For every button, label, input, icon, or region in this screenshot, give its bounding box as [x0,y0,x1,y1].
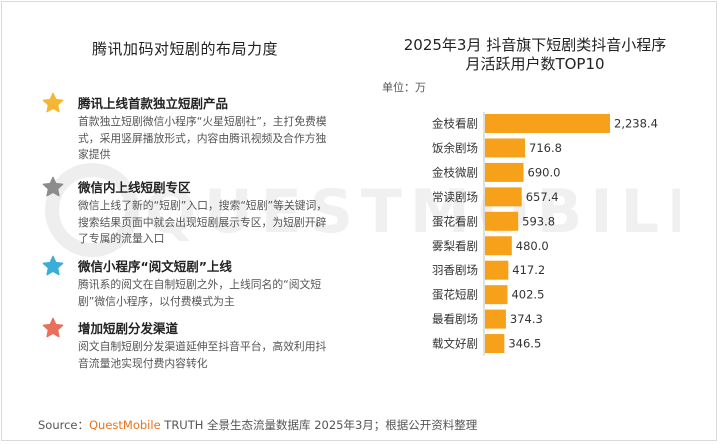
description-line: 剧”微信小程序，以付费模式为主 [78,294,235,308]
highlight-description: 腾讯系的阅文在自制短剧之外，上线同名的“阅文短 剧”微信小程序，以付费模式为主 [78,277,340,310]
value-label: 346.5 [508,337,541,351]
category-label: 金枝微剧 [432,165,478,179]
highlight-heading: 腾讯上线首款独立短剧产品 [78,96,229,111]
category-label: 蛋花短剧 [432,288,478,302]
source-suffix: TRUTH 全景生态流量数据库 2025年3月；根据公开资料整理 [160,418,478,432]
bar [485,309,506,329]
highlight-heading: 微信内上线短剧专区 [78,180,191,195]
highlight-description: 阅文自制短剧分发渠道延伸至抖音平台，高效利用抖 音流量池实现付费内容转化 [78,339,340,372]
category-label: 最看剧场 [432,312,478,326]
chart-title-line-1: 2025年3月 抖音旗下短剧类抖音小程序 [403,36,667,54]
highlight-description: 微信上线了新的“短剧”入口，搜索“短剧”等关键词， 搜索结果页面中就会出现短剧展示… [78,198,340,248]
value-label: 716.8 [529,141,562,155]
highlight-heading: 微信小程序“阅文短剧”上线 [78,259,232,274]
category-label: 载文好剧 [432,337,478,351]
highlight-description: 首款独立短剧微信小程序“火星短剧社”，主打免费模 式，采用竖屏播放形式，内容由腾讯… [78,114,340,164]
value-label: 657.4 [526,190,559,204]
description-line: 微信上线了新的“短剧”入口，搜索“短剧”等关键词， [78,199,328,212]
bar [485,334,505,354]
bar [485,114,610,133]
value-label: 374.3 [510,312,543,326]
bar [485,211,519,231]
description-line: 搜索结果页面中就会出现短剧展示专区，为短剧开辟 [78,215,327,229]
bar [485,162,524,182]
description-line: 家提供 [78,148,111,161]
category-label: 常读剧场 [432,190,478,204]
value-label: 402.5 [511,288,544,302]
value-label: 593.8 [522,214,555,228]
source-brand: QuestMobile [89,418,161,432]
chart-title: 2025年3月 抖音旗下短剧类抖音小程序 月活跃用户数TOP10 [385,36,685,74]
description-line: 腾讯系的阅文在自制短剧之外，上线同名的“阅文短 [78,278,322,291]
unit-label: 单位：万 [382,81,426,94]
description-line: 了专属的流量入口 [78,232,165,245]
description-line: 阅文自制短剧分发渠道延伸至抖音平台，高效利用抖 [78,340,327,353]
bar [485,138,526,158]
star-icon [42,92,64,113]
category-label: 金枝看剧 [432,117,478,131]
value-label: 417.2 [512,263,545,277]
bar [485,260,509,280]
bar [485,285,508,305]
star-icon [42,255,64,276]
source-prefix: Source： [38,418,89,432]
bar [485,236,512,256]
category-label: 蛋花看剧 [432,214,478,228]
star-icon [42,176,64,197]
bar [485,187,522,207]
description-line: 首款独立短剧微信小程序“火星短剧社”，主打免费模 [78,115,327,128]
value-label: 480.0 [516,239,549,253]
category-label: 雾梨看剧 [432,239,478,253]
description-line: 式，采用竖屏播放形式，内容由腾讯视频及合作方独 [78,131,327,145]
value-label: 2,238.4 [614,117,658,131]
value-label: 690.0 [528,165,561,179]
highlight-heading: 增加短剧分发渠道 [78,321,179,336]
chart-title-line-2: 月活跃用户数TOP10 [465,55,605,73]
star-icon [42,317,64,338]
category-label: 饭余剧场 [432,141,478,155]
category-label: 羽香剧场 [432,263,478,277]
description-line: 音流量池实现付费内容转化 [78,356,208,370]
source-footer: Source：QuestMobile TRUTH 全景生态流量数据库 2025年… [38,417,477,433]
left-panel-title: 腾讯加码对短剧的布局力度 [91,40,278,58]
